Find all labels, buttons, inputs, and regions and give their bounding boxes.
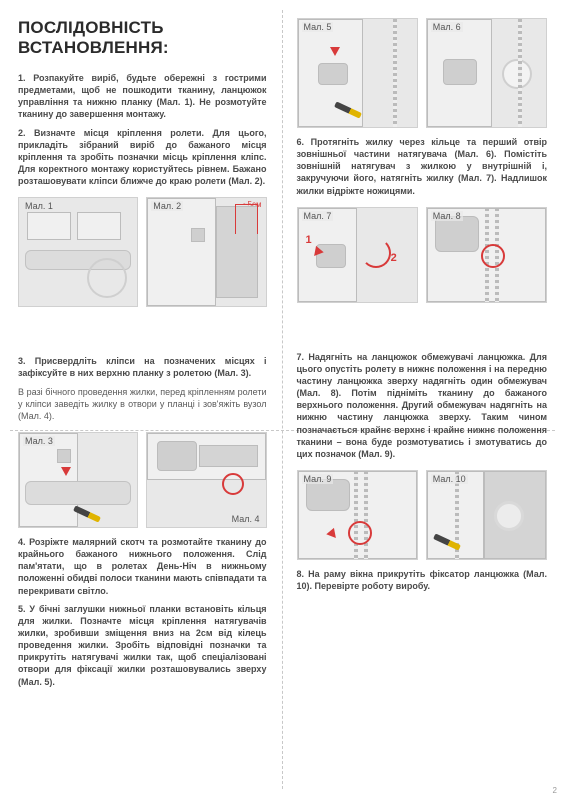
figure-6-label: Мал. 6 <box>431 22 463 32</box>
step-3a: 3. Присвердліть кліпси на позначених міс… <box>18 355 267 379</box>
page-title: ПОСЛІДОВНІСТЬ ВСТАНОВЛЕННЯ: <box>18 18 267 58</box>
fig-row-5-6: Мал. 5 Мал. 6 <box>297 18 548 128</box>
figure-1: Мал. 1 <box>18 197 138 307</box>
step-6: 6. Протягніть жилку через кільце та перш… <box>297 136 548 197</box>
figure-7: Мал. 7 1 2 <box>297 207 418 303</box>
figure-8: Мал. 8 <box>426 207 547 303</box>
step-7: 7. Надягніть на ланцюжок обмежувачі ланц… <box>297 351 548 460</box>
figure-9: Мал. 9 <box>297 470 418 560</box>
figure-4-label: Мал. 4 <box>230 514 262 524</box>
figure-10: Мал. 10 <box>426 470 547 560</box>
figure-1-label: Мал. 1 <box>23 201 55 211</box>
fig-row-1-2: Мал. 1 Мал. 2 ~5см <box>18 197 267 307</box>
figure-5-label: Мал. 5 <box>302 22 334 32</box>
step-2: 2. Визначте місця кріплення ролети. Для … <box>18 127 267 188</box>
right-column: Мал. 5 Мал. 6 6. Протягніт <box>283 0 565 799</box>
figure-2: Мал. 2 ~5см <box>146 197 266 307</box>
left-column: ПОСЛІДОВНІСТЬ ВСТАНОВЛЕННЯ: 1. Розпакуйт… <box>0 0 283 799</box>
figure-3: Мал. 3 <box>18 432 138 528</box>
figure-9-label: Мал. 9 <box>302 474 334 484</box>
page-number: 2 <box>553 786 557 795</box>
figure-5: Мал. 5 <box>297 18 418 128</box>
step-4: 4. Розріжте малярний скотч та розмотайте… <box>18 536 267 597</box>
figure-10-label: Мал. 10 <box>431 474 468 484</box>
fig-row-3-4: Мал. 3 Мал. 4 <box>18 432 267 528</box>
fig-row-9-10: Мал. 9 Мал. 10 <box>297 470 548 560</box>
figure-2-label: Мал. 2 <box>151 201 183 211</box>
fig-row-7-8: Мал. 7 1 2 Мал. 8 <box>297 207 548 303</box>
step-1: 1. Розпакуйте виріб, будьте обережні з г… <box>18 72 267 121</box>
figure-4: Мал. 4 <box>146 432 266 528</box>
figure-8-label: Мал. 8 <box>431 211 463 221</box>
figure-6: Мал. 6 <box>426 18 547 128</box>
figure-7-label: Мал. 7 <box>302 211 334 221</box>
step-3b: В разі бічного проведення жилки, перед к… <box>18 386 267 422</box>
step-8: 8. На раму вікна прикрутіть фіксатор лан… <box>297 568 548 592</box>
figure-3-label: Мал. 3 <box>23 436 55 446</box>
step-5: 5. У бічні заглушки нижньої планки встан… <box>18 603 267 688</box>
